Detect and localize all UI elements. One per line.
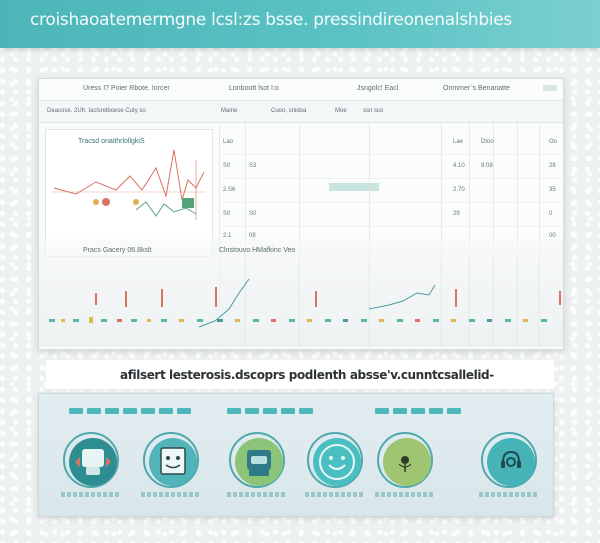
headset-icon — [487, 438, 535, 486]
label-strip — [375, 408, 461, 414]
subheader-row: Deacose. 2Ufr. Iaclsrelboese Cuty so Mai… — [39, 101, 563, 123]
marker-dot — [133, 199, 139, 205]
trend-chart — [52, 149, 206, 220]
cell: 4.10 — [453, 163, 465, 169]
feature-microphone[interactable] — [377, 432, 433, 488]
cell: Lao — [223, 139, 234, 145]
column-divider — [517, 123, 518, 351]
smiley-icon — [313, 438, 361, 486]
cell: Dtoo — [481, 139, 494, 145]
trend-chart-title: Tracsd onaithrlollgkiS — [78, 138, 145, 145]
marker-box — [182, 198, 194, 208]
cell: S0 — [249, 211, 257, 217]
rising-line — [198, 278, 250, 328]
cell: 35 — [549, 187, 556, 193]
subheader-1: Deacose. 2Ufr. Iaclsrelboese Cuty so — [47, 108, 146, 114]
cell: 2.70 — [453, 187, 465, 193]
subheader-4: Moe — [335, 108, 347, 114]
cell: Lae — [453, 139, 464, 145]
cell: 0 — [549, 211, 553, 217]
table-row[interactable]: 2.S6 2.70 35 — [219, 179, 565, 203]
label-strip — [69, 408, 191, 414]
column-divider — [369, 123, 370, 351]
cell: 00 — [549, 233, 556, 239]
top-banner: croishaoatemermgne lcsl:zs bsse. pressin… — [0, 0, 600, 48]
feature-headset[interactable] — [481, 432, 537, 488]
column-header-1[interactable]: Uress I? Poier Rbote. Iorcer — [83, 85, 170, 92]
cell: Oo — [549, 139, 558, 145]
trend-chart-panel[interactable]: Tracsd onaithrlollgkiS — [45, 129, 213, 257]
marker-dot — [93, 199, 99, 205]
document-face-icon — [149, 438, 197, 486]
table-row[interactable]: S0 S3 4.10 8:08 28 — [219, 155, 565, 179]
column-divider — [219, 123, 220, 351]
column-divider — [469, 123, 470, 351]
chat-bubble-icon — [69, 438, 117, 486]
lower-left-label: Pracs Gacery 06.8kslt — [83, 247, 152, 254]
cell: S0 — [223, 163, 231, 169]
tick-strip — [49, 317, 547, 323]
feature-caption — [375, 492, 435, 497]
caption-bar: afilsert lesterosis.dscoprs podlenth abs… — [46, 360, 554, 390]
feature-caption — [61, 492, 121, 497]
column-divider — [441, 123, 442, 351]
cell: S3 — [249, 163, 257, 169]
spike-markers — [95, 287, 561, 307]
feature-caption — [141, 492, 201, 497]
feature-caption — [305, 492, 365, 497]
cell: 2.S6 — [223, 187, 236, 193]
subheader-5: ssn sco — [363, 108, 384, 114]
column-divider — [299, 123, 300, 351]
label-strip — [227, 408, 313, 414]
header-badge — [543, 85, 557, 91]
column-header-3[interactable]: Jsngolc! Eacl — [357, 85, 399, 92]
microphone-icon — [383, 438, 431, 486]
feature-caption — [227, 492, 287, 497]
cell: 2.1 — [223, 233, 232, 239]
feature-icon-panel — [38, 393, 554, 517]
table-row[interactable]: S0 S0 29 0 — [219, 203, 565, 227]
cell: 28 — [549, 163, 556, 169]
cell: 29 — [453, 211, 460, 217]
header-row: Uress I? Poier Rbote. Iorcer Lonboott ls… — [39, 79, 563, 101]
lower-mid-label: Clnstouvo HMafkinc Veo — [219, 247, 296, 254]
marker-dot — [102, 198, 110, 206]
dashboard-panel: Uress I? Poier Rbote. Iorcer Lonboott ls… — [38, 78, 565, 351]
cell: 08 — [249, 233, 256, 239]
column-header-4[interactable]: Onmmer`s Benanatte — [443, 85, 510, 92]
robot-icon — [235, 438, 283, 486]
page-title: croishaoatemermgne lcsl:zs bsse. pressin… — [30, 10, 512, 30]
subheader-3: Cuoo, snidoa — [271, 108, 307, 114]
feature-chat[interactable] — [63, 432, 119, 488]
feature-caption — [479, 492, 539, 497]
feature-robot[interactable] — [229, 432, 285, 488]
feature-smiley[interactable] — [307, 432, 363, 488]
lower-chart-band: Pracs Gacery 06.8kslt Clnstouvo HMafkinc… — [39, 239, 563, 347]
highlight-bar — [329, 183, 379, 191]
column-divider — [539, 123, 540, 351]
rising-line — [368, 284, 436, 310]
column-divider — [245, 123, 246, 351]
table-row[interactable]: Lao Lae Dtoo Oo — [219, 131, 565, 155]
subheader-2: Maine — [221, 108, 238, 114]
cell: 8:08 — [481, 163, 493, 169]
trend-line — [53, 149, 205, 201]
vertical-gridlines — [244, 259, 540, 347]
column-header-2[interactable]: Lonboott lsot I:o — [229, 85, 279, 92]
column-divider — [493, 123, 494, 351]
feature-document[interactable] — [143, 432, 199, 488]
caption-text: afilsert lesterosis.dscoprs podlenth abs… — [120, 368, 494, 382]
lower-chart — [49, 259, 561, 347]
cell: S0 — [223, 211, 231, 217]
